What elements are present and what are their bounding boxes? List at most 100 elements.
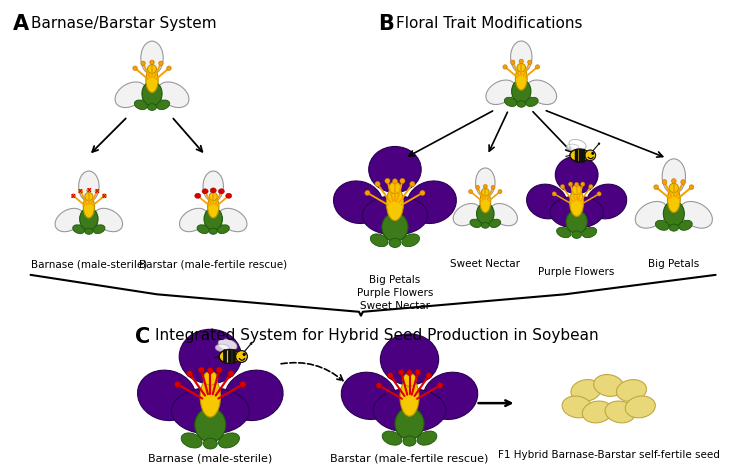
Text: Big Petals: Big Petals <box>648 259 699 269</box>
Ellipse shape <box>669 224 678 231</box>
Ellipse shape <box>570 149 589 162</box>
Ellipse shape <box>150 60 155 64</box>
Ellipse shape <box>103 194 106 198</box>
Ellipse shape <box>334 181 383 224</box>
Ellipse shape <box>204 208 222 230</box>
Ellipse shape <box>662 159 686 194</box>
Ellipse shape <box>519 59 523 63</box>
Ellipse shape <box>678 220 692 230</box>
Ellipse shape <box>517 101 525 107</box>
Ellipse shape <box>572 185 582 195</box>
Ellipse shape <box>598 142 600 145</box>
Ellipse shape <box>242 353 246 356</box>
Ellipse shape <box>504 97 517 107</box>
Ellipse shape <box>172 388 249 434</box>
Ellipse shape <box>79 189 82 193</box>
Ellipse shape <box>480 191 490 212</box>
Ellipse shape <box>566 210 588 234</box>
Text: Barstar (male-fertile rescue): Barstar (male-fertile rescue) <box>331 454 489 464</box>
Text: Integrated System for Hybrid Seed Production in Soybean: Integrated System for Hybrid Seed Produc… <box>155 329 599 343</box>
Ellipse shape <box>407 181 456 224</box>
Ellipse shape <box>200 376 221 417</box>
Ellipse shape <box>512 79 531 103</box>
Ellipse shape <box>516 67 527 90</box>
Ellipse shape <box>672 179 676 183</box>
Ellipse shape <box>594 375 624 396</box>
Text: x: x <box>71 193 76 199</box>
Ellipse shape <box>517 63 525 72</box>
Ellipse shape <box>423 372 478 420</box>
Text: x: x <box>78 188 83 194</box>
Ellipse shape <box>420 190 425 196</box>
Text: Purple Flowers: Purple Flowers <box>539 267 615 277</box>
Text: Floral Trait Modifications: Floral Trait Modifications <box>396 16 583 31</box>
Ellipse shape <box>115 82 146 108</box>
Ellipse shape <box>142 81 162 106</box>
Ellipse shape <box>236 351 247 362</box>
Ellipse shape <box>663 201 684 227</box>
Ellipse shape <box>389 182 400 194</box>
Text: Big Petals
Purple Flowers
Sweet Nectar: Big Petals Purple Flowers Sweet Nectar <box>357 275 433 311</box>
Ellipse shape <box>528 60 532 64</box>
Ellipse shape <box>93 225 105 234</box>
Text: Sweet Nectar: Sweet Nectar <box>450 259 520 269</box>
Ellipse shape <box>376 383 382 388</box>
Text: x: x <box>86 188 91 194</box>
Ellipse shape <box>591 152 594 155</box>
Ellipse shape <box>375 181 380 187</box>
Ellipse shape <box>137 370 196 421</box>
Ellipse shape <box>341 372 396 420</box>
Text: F1 Hybrid Barnase-Barstar self-fertile seed: F1 Hybrid Barnase-Barstar self-fertile s… <box>498 450 720 460</box>
Ellipse shape <box>526 97 538 107</box>
Text: x: x <box>102 193 107 199</box>
Ellipse shape <box>562 396 592 418</box>
Ellipse shape <box>85 192 93 201</box>
Ellipse shape <box>527 184 567 219</box>
Ellipse shape <box>365 190 370 196</box>
Ellipse shape <box>210 188 216 193</box>
Ellipse shape <box>490 219 501 227</box>
Ellipse shape <box>250 342 253 345</box>
Ellipse shape <box>175 381 181 387</box>
Ellipse shape <box>555 156 598 194</box>
Ellipse shape <box>207 196 219 218</box>
Ellipse shape <box>224 370 283 421</box>
Ellipse shape <box>617 380 646 401</box>
Ellipse shape <box>218 339 237 351</box>
Ellipse shape <box>557 227 571 238</box>
Ellipse shape <box>209 192 217 201</box>
Ellipse shape <box>204 438 217 449</box>
Ellipse shape <box>387 373 393 378</box>
Text: Barnase (male-sterile): Barnase (male-sterile) <box>30 259 147 269</box>
Ellipse shape <box>228 371 234 377</box>
Ellipse shape <box>55 208 83 232</box>
Ellipse shape <box>186 371 193 377</box>
Ellipse shape <box>498 189 502 194</box>
Ellipse shape <box>202 189 208 194</box>
Ellipse shape <box>157 100 169 110</box>
Ellipse shape <box>569 140 586 150</box>
Ellipse shape <box>158 82 189 108</box>
Ellipse shape <box>218 208 247 232</box>
Ellipse shape <box>605 401 635 423</box>
Ellipse shape <box>197 225 209 234</box>
Text: Barnase (male-sterile): Barnase (male-sterile) <box>148 454 273 464</box>
Ellipse shape <box>571 380 601 401</box>
Ellipse shape <box>476 185 479 189</box>
Ellipse shape <box>503 65 507 69</box>
Ellipse shape <box>680 202 713 228</box>
Ellipse shape <box>382 213 408 242</box>
Ellipse shape <box>71 194 75 198</box>
Ellipse shape <box>211 188 215 192</box>
Ellipse shape <box>662 180 667 184</box>
Ellipse shape <box>204 371 217 385</box>
Ellipse shape <box>240 381 246 387</box>
Ellipse shape <box>141 61 146 65</box>
Ellipse shape <box>198 367 204 373</box>
Ellipse shape <box>159 61 163 65</box>
Ellipse shape <box>566 144 579 151</box>
Ellipse shape <box>574 182 579 187</box>
Ellipse shape <box>195 408 226 442</box>
Text: x: x <box>94 188 100 194</box>
Ellipse shape <box>583 401 612 423</box>
